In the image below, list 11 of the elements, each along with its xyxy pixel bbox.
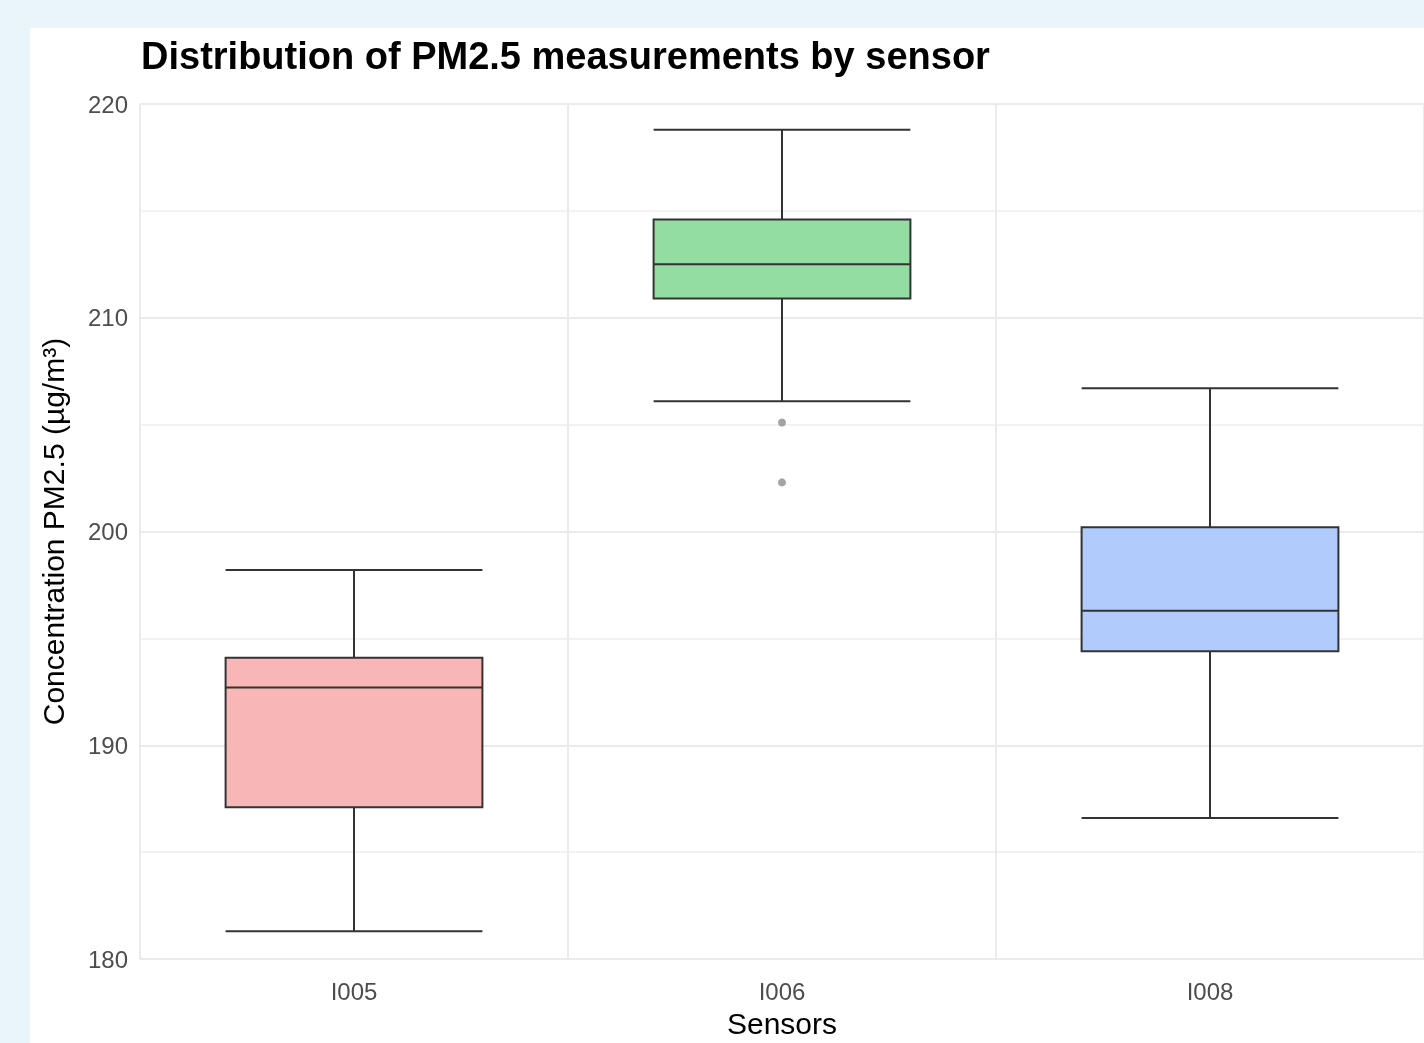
x-tick-label: I008	[1186, 977, 1234, 1005]
y-axis-title: Concentration PM2.5 (µg/m³)	[36, 337, 70, 726]
y-tick-label: 220	[87, 90, 128, 118]
y-tick-label: 180	[87, 945, 128, 973]
x-axis-title: Sensors	[726, 1006, 838, 1040]
y-tick-label: 190	[87, 731, 128, 759]
y-tick-label: 210	[87, 304, 128, 332]
chart-title: Distribution of PM2.5 measurements by sensor	[141, 35, 991, 77]
x-tick-label: I006	[758, 977, 806, 1005]
y-tick-label: 200	[87, 518, 128, 546]
x-tick-label: I005	[330, 977, 378, 1005]
